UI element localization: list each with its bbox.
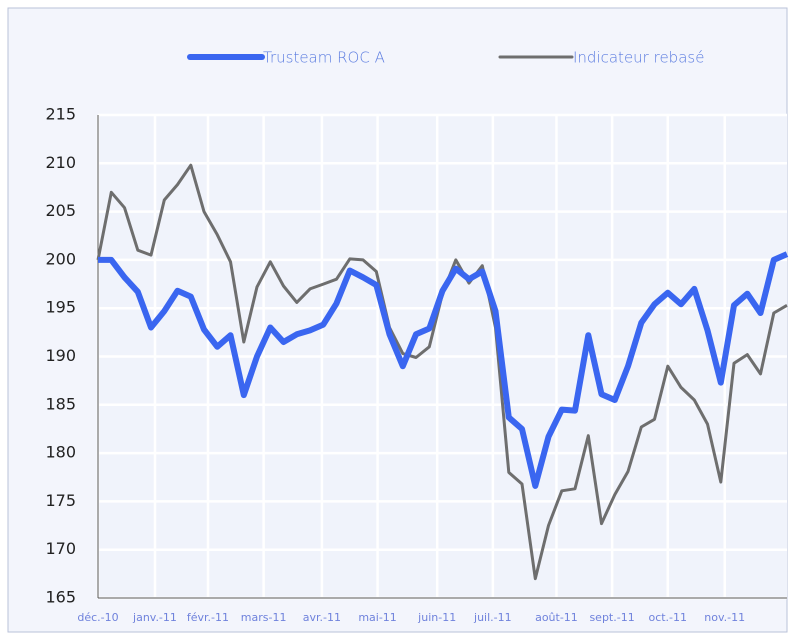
y-tick-label: 210 (45, 153, 76, 172)
x-tick-label: déc.-10 (77, 611, 118, 624)
y-tick-label: 180 (45, 443, 76, 462)
x-tick-label: mars-11 (241, 611, 287, 624)
x-tick-label: oct.-11 (648, 611, 687, 624)
legend-label: Trusteam ROC A (263, 49, 385, 67)
x-tick-label: sept.-11 (589, 611, 634, 624)
x-tick-label: juin-11 (417, 611, 456, 624)
x-tick-label: janv.-11 (132, 611, 177, 624)
x-tick-label: août-11 (535, 611, 578, 624)
x-tick-label: avr.-11 (303, 611, 341, 624)
y-tick-label: 170 (45, 539, 76, 558)
y-tick-label: 195 (45, 298, 76, 317)
x-tick-label: juil.-11 (473, 611, 512, 624)
legend-label: Indicateur rebasé (573, 49, 704, 67)
series-line (98, 251, 789, 489)
y-tick-label: 165 (45, 588, 76, 607)
y-tick-label: 215 (45, 105, 76, 124)
y-tick-label: 190 (45, 346, 76, 365)
y-tick-label: 205 (45, 201, 76, 220)
y-tick-label: 200 (45, 249, 76, 268)
x-tick-label: mai-11 (358, 611, 396, 624)
y-tick-label: 185 (45, 394, 76, 413)
y-tick-label: 175 (45, 491, 76, 510)
x-tick-label: févr.-11 (187, 611, 229, 624)
x-tick-label: nov.-11 (704, 611, 745, 624)
